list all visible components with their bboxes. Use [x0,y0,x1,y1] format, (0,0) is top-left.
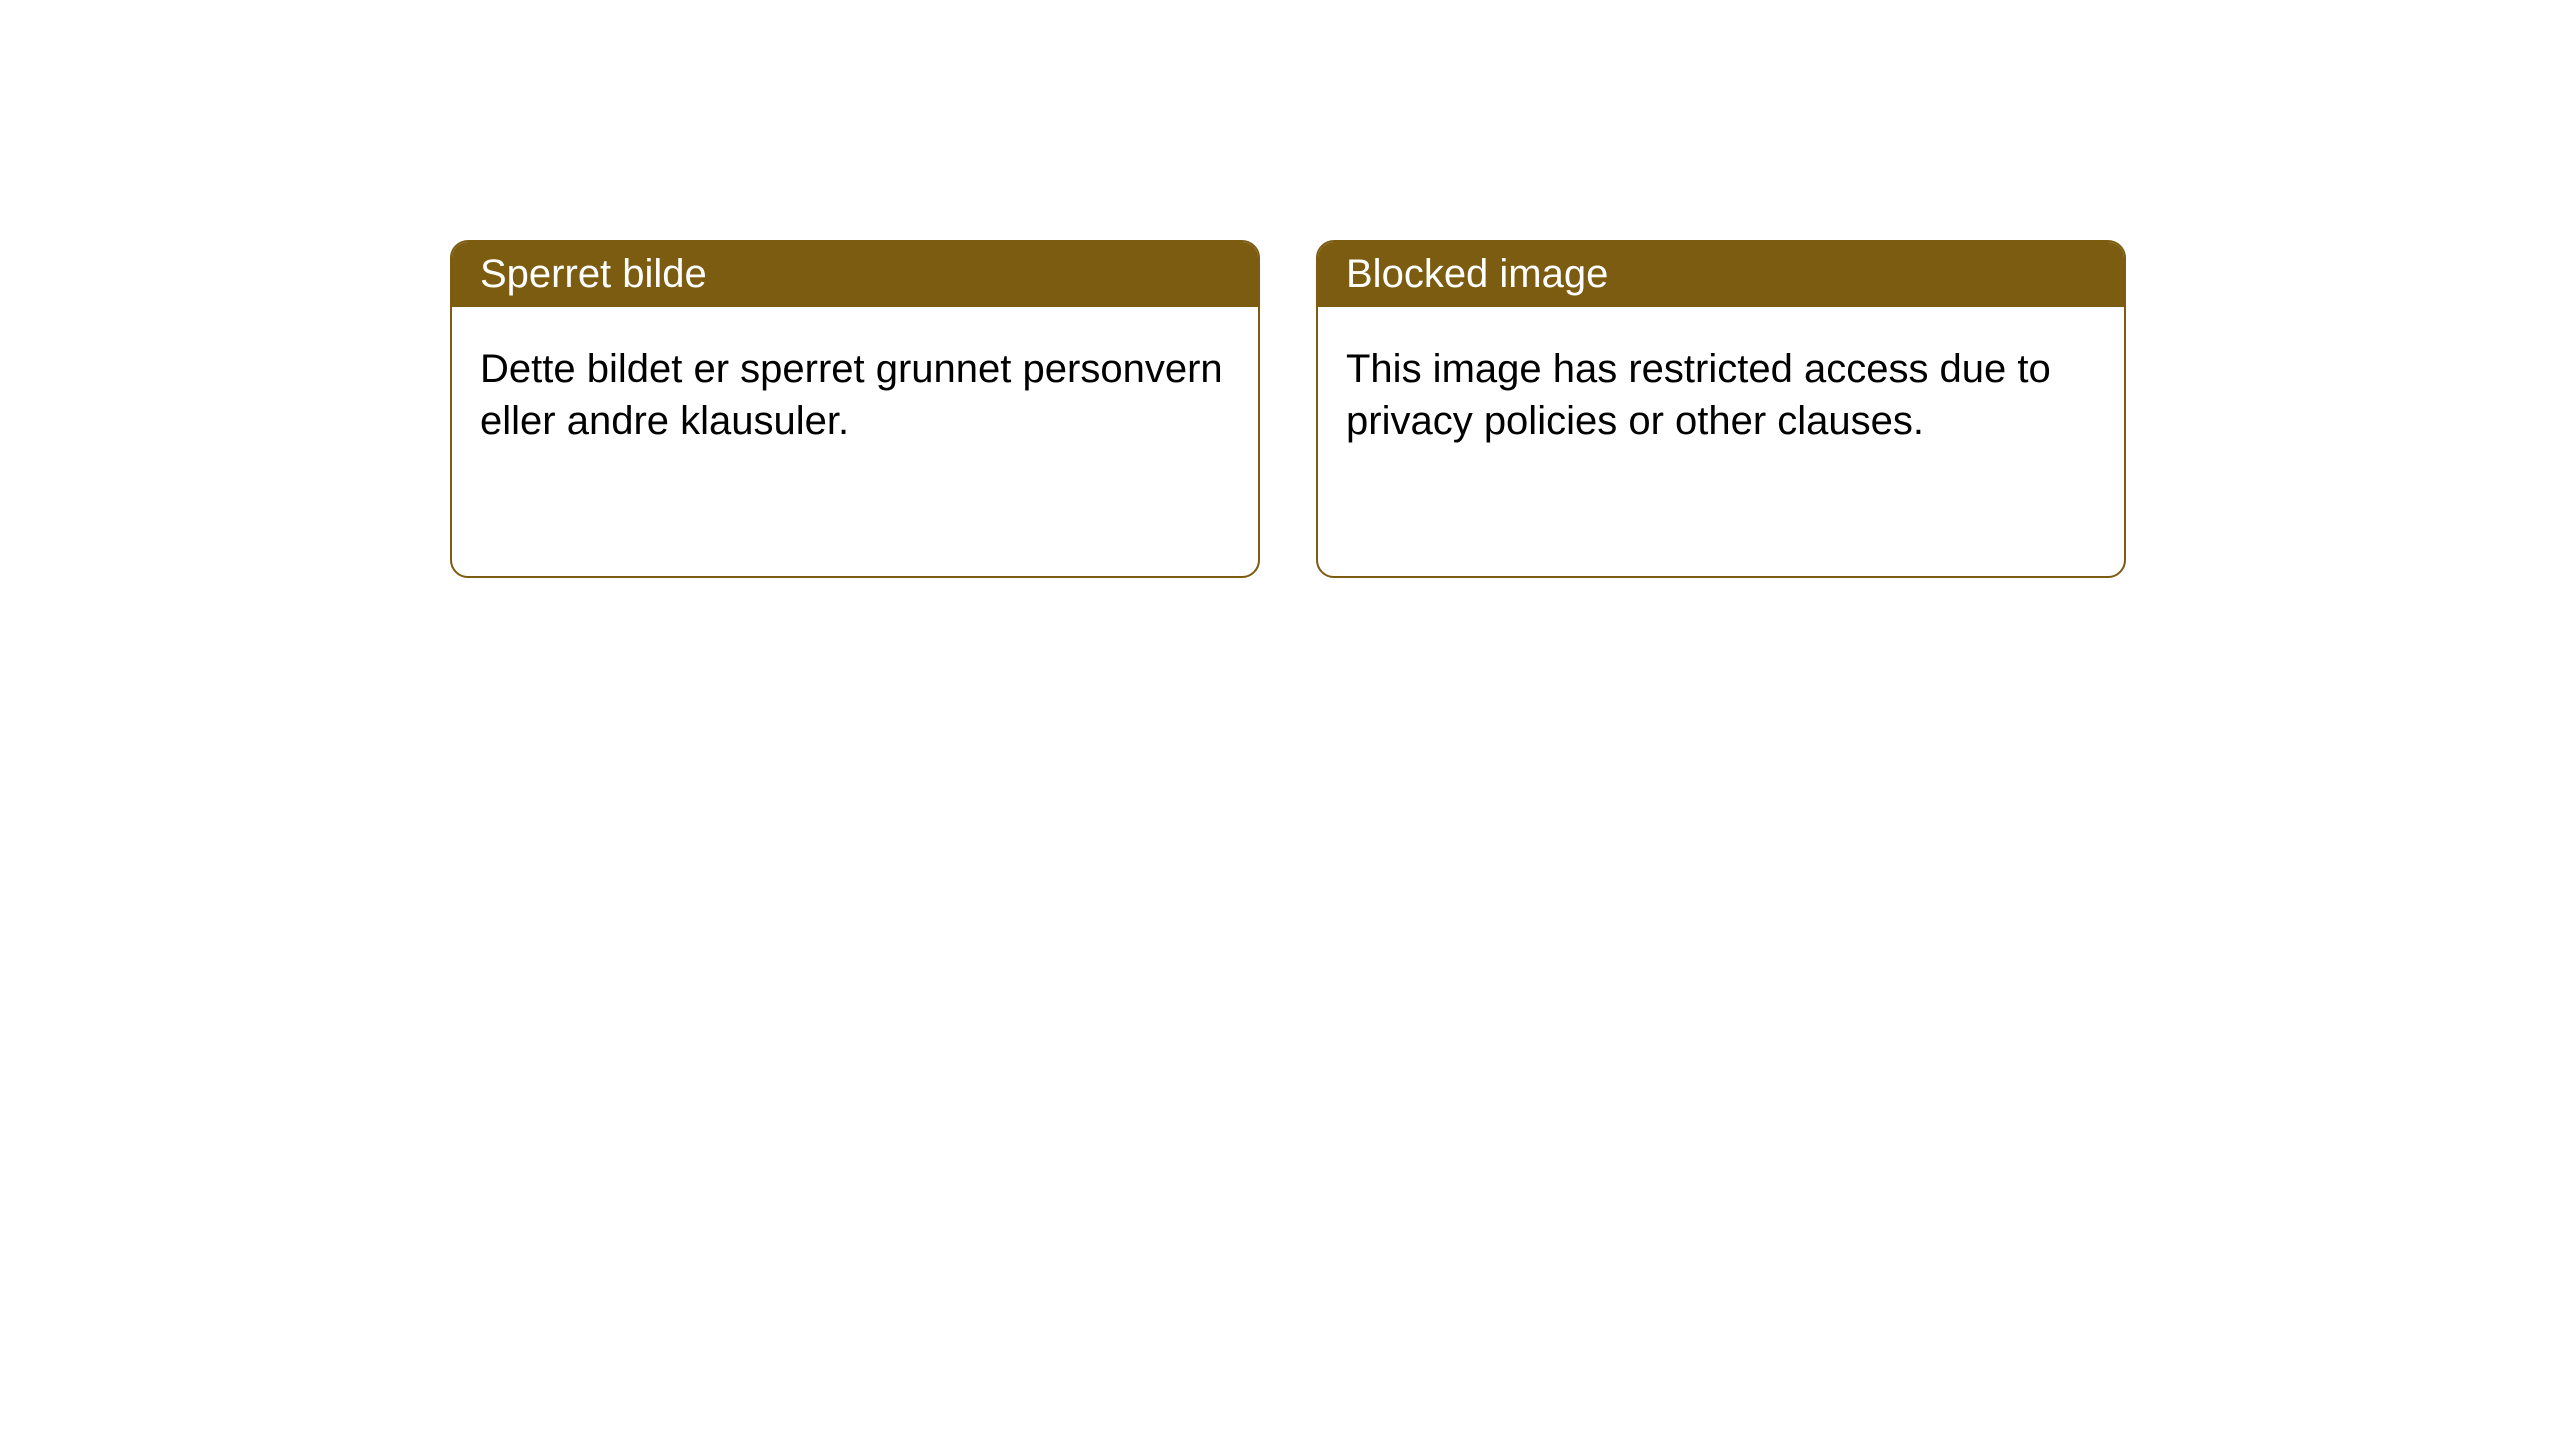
cards-container: Sperret bilde Dette bildet er sperret gr… [450,240,2126,578]
card-title: Blocked image [1346,252,1608,296]
card-body-text: Dette bildet er sperret grunnet personve… [480,347,1223,443]
card-body: This image has restricted access due to … [1318,307,2124,483]
card-body: Dette bildet er sperret grunnet personve… [452,307,1258,483]
card-header: Blocked image [1318,242,2124,307]
card-norwegian: Sperret bilde Dette bildet er sperret gr… [450,240,1260,578]
card-title: Sperret bilde [480,252,707,296]
card-english: Blocked image This image has restricted … [1316,240,2126,578]
card-body-text: This image has restricted access due to … [1346,347,2051,443]
card-header: Sperret bilde [452,242,1258,307]
